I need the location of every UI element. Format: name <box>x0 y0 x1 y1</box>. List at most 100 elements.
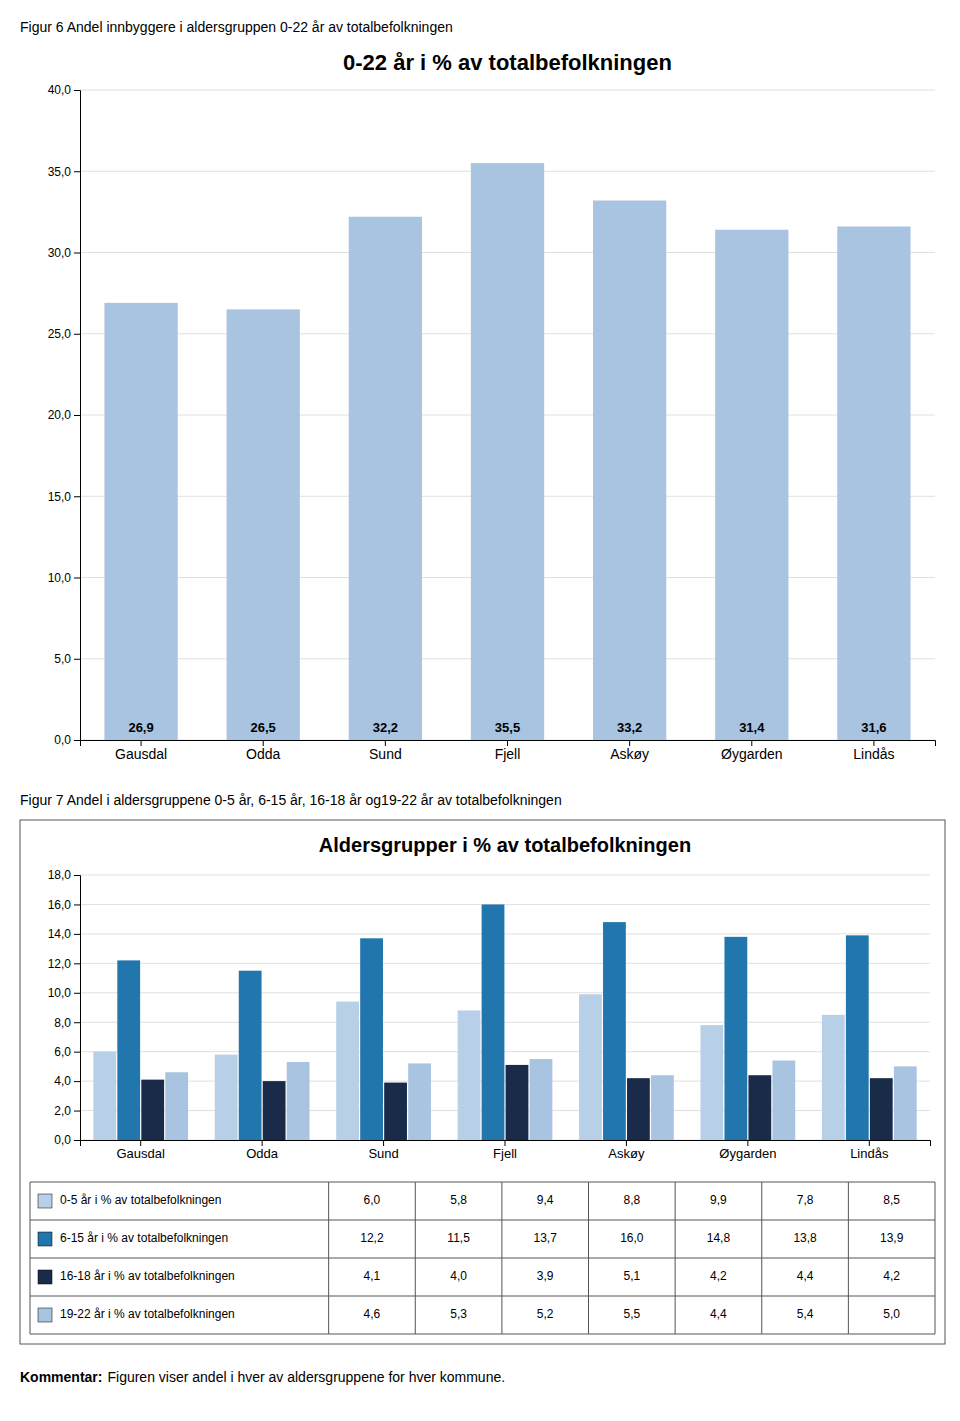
bar <box>104 303 177 740</box>
bars <box>93 904 916 1140</box>
y-tick: 20,0 <box>48 408 80 422</box>
table-line <box>935 1182 936 1334</box>
bar <box>471 163 544 740</box>
y-tick-label: 14,0 <box>48 927 72 941</box>
grid-line <box>80 1110 930 1111</box>
data-label: 32,2 <box>373 720 398 735</box>
chart: Figur 6 Andel innbyggere i aldersgruppen… <box>20 19 936 762</box>
bar <box>700 1025 723 1140</box>
legend-swatch <box>38 1194 52 1208</box>
bar <box>117 960 140 1140</box>
tick-mark <box>74 171 80 172</box>
y-tick: 10,0 <box>48 571 80 585</box>
table-line <box>675 1182 676 1334</box>
y-tick-label: 25,0 <box>48 327 72 341</box>
tick-mark <box>262 1140 263 1146</box>
tick-mark <box>869 1140 870 1146</box>
table-value: 5,3 <box>450 1307 467 1321</box>
y-axis: 0,02,04,06,08,010,012,014,016,018,0 <box>48 868 81 1147</box>
tick-mark <box>74 740 80 741</box>
bar <box>579 994 602 1140</box>
bar <box>870 1078 893 1140</box>
chart-title: Aldersgrupper i % av totalbefolkningen <box>319 834 691 856</box>
y-tick-label: 5,0 <box>54 652 71 666</box>
comment: Kommentar: Figuren viser andel i hver av… <box>20 1369 505 1385</box>
y-tick: 35,0 <box>48 165 80 179</box>
tick-mark <box>74 659 80 660</box>
tick-mark <box>505 1140 506 1146</box>
table-value: 4,2 <box>883 1269 900 1283</box>
bar <box>482 904 505 1140</box>
table-value: 9,4 <box>537 1193 554 1207</box>
chart-frame <box>20 820 945 1344</box>
grid-line <box>80 1051 930 1052</box>
y-tick-label: 40,0 <box>48 83 72 97</box>
x-axis: GausdalOddaSundFjellAskøyØygardenLindås <box>81 740 936 762</box>
axis-domain <box>81 1141 931 1147</box>
x-tick-label: Askøy <box>608 1146 645 1161</box>
table-line <box>501 1182 502 1334</box>
legend-label: 0-5 år i % av totalbefolkningen <box>60 1193 221 1207</box>
comment-text: Figuren viser andel i hver av aldersgrup… <box>107 1369 505 1385</box>
grid-line <box>80 90 935 91</box>
y-tick-label: 10,0 <box>48 986 72 1000</box>
tick-mark <box>74 415 80 416</box>
tick-mark <box>74 496 80 497</box>
bar <box>748 1075 771 1140</box>
tick-mark <box>383 1140 384 1146</box>
y-tick-label: 15,0 <box>48 490 72 504</box>
tick-mark <box>74 963 80 964</box>
bar <box>263 1081 286 1140</box>
bar <box>894 1066 917 1140</box>
table-line <box>415 1182 416 1334</box>
y-tick-label: 8,0 <box>54 1016 71 1030</box>
y-tick: 5,0 <box>54 652 80 666</box>
bar <box>530 1059 553 1140</box>
data-label: 26,5 <box>251 720 276 735</box>
x-tick-label: Lindås <box>853 746 894 762</box>
x-tick: Odda <box>246 740 280 762</box>
x-tick-label: Sund <box>368 1146 398 1161</box>
chart-title: 0-22 år i % av totalbefolkningen <box>343 50 672 75</box>
table-value: 4,2 <box>710 1269 727 1283</box>
table-value: 5,0 <box>883 1307 900 1321</box>
legend-swatch <box>38 1308 52 1322</box>
table-value: 3,9 <box>537 1269 554 1283</box>
y-tick-label: 12,0 <box>48 957 72 971</box>
tick-mark <box>74 578 80 579</box>
x-tick-label: Gausdal <box>117 1146 166 1161</box>
x-tick-label: Askøy <box>610 746 649 762</box>
bar <box>408 1063 431 1140</box>
grid-line <box>80 875 930 876</box>
y-tick-label: 10,0 <box>48 571 72 585</box>
data-label: 26,9 <box>128 720 153 735</box>
y-tick: 10,0 <box>48 986 80 1000</box>
bar <box>603 922 626 1140</box>
grid <box>80 875 930 1140</box>
table-value: 5,5 <box>623 1307 640 1321</box>
table-line <box>30 1182 935 1183</box>
table-value: 13,7 <box>534 1231 558 1245</box>
x-tick: Askøy <box>610 740 649 762</box>
y-tick-label: 0,0 <box>54 1133 71 1147</box>
x-tick-label: Fjell <box>493 1146 517 1161</box>
x-tick-label: Odda <box>246 1146 279 1161</box>
x-tick: Gausdal <box>115 740 167 762</box>
bar <box>846 935 869 1140</box>
table-value: 5,4 <box>797 1307 814 1321</box>
bar <box>837 227 910 741</box>
table-value: 16,0 <box>620 1231 644 1245</box>
grid-line <box>80 1081 930 1082</box>
table-value: 5,2 <box>537 1307 554 1321</box>
grid-line <box>80 963 930 964</box>
tick-mark <box>74 993 80 994</box>
y-tick-label: 6,0 <box>54 1045 71 1059</box>
bar <box>360 938 383 1140</box>
table-line <box>30 1182 31 1334</box>
comment-text: Kommentar: <box>20 1369 102 1385</box>
bar <box>593 201 666 741</box>
table-value: 7,8 <box>797 1193 814 1207</box>
axis-domain <box>74 91 81 741</box>
table-line <box>328 1182 329 1334</box>
bar <box>822 1015 845 1140</box>
